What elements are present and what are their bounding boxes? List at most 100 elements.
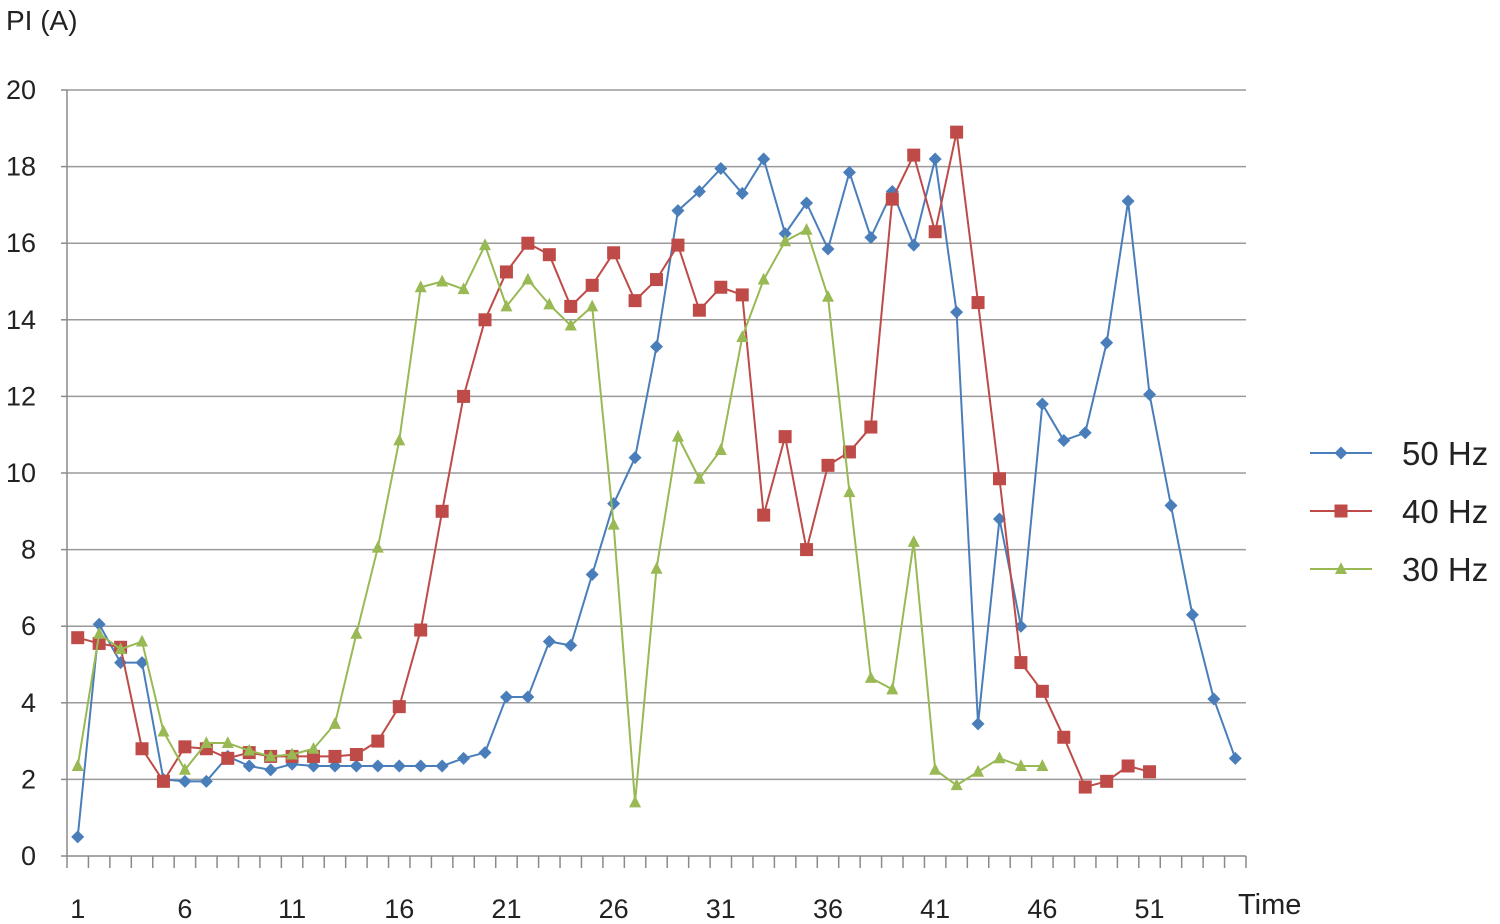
data-point — [693, 471, 706, 484]
x-axis-label: Time — [1238, 889, 1301, 921]
data-point — [629, 795, 642, 808]
data-point — [864, 230, 878, 244]
data-point — [1036, 759, 1049, 771]
data-point — [414, 280, 427, 293]
data-point — [650, 340, 663, 354]
data-point — [521, 272, 534, 285]
data-point — [457, 282, 470, 295]
data-point — [221, 736, 234, 748]
series-30-hz — [71, 222, 1049, 808]
data-point — [585, 567, 599, 581]
data-point — [714, 162, 728, 176]
data-point — [264, 749, 277, 762]
data-point — [821, 242, 835, 256]
data-point — [371, 759, 385, 773]
y-tick-label: 6 — [21, 611, 36, 641]
data-point — [886, 682, 899, 695]
data-point — [714, 443, 727, 455]
y-tick-label: 12 — [6, 381, 36, 411]
data-point — [136, 634, 149, 647]
data-point — [671, 238, 685, 252]
data-point — [800, 543, 814, 557]
data-point — [950, 778, 963, 791]
legend-marker — [1334, 504, 1348, 518]
series-line — [77, 131, 1150, 789]
data-point — [992, 472, 1006, 486]
y-tick-label: 10 — [6, 458, 36, 488]
data-point — [71, 830, 85, 844]
data-point — [92, 636, 106, 650]
data-point — [843, 485, 856, 498]
data-point — [178, 740, 192, 754]
data-point — [457, 751, 471, 765]
axes — [61, 89, 1247, 868]
legend: 50 Hz 40 Hz 30 Hz — [1310, 435, 1488, 588]
data-point — [864, 420, 878, 434]
data-point — [800, 222, 813, 235]
series-group — [71, 125, 1242, 844]
data-point — [478, 746, 492, 760]
x-tick-label: 6 — [177, 894, 192, 924]
data-point — [1100, 774, 1114, 788]
data-point — [735, 186, 749, 200]
data-point — [821, 290, 834, 302]
data-point — [392, 700, 406, 714]
data-point — [1057, 433, 1071, 447]
data-point — [243, 743, 256, 756]
x-tick-labels: 1 6 11 16 21 26 31 36 41 46 51 — [70, 894, 1164, 924]
y-axis-label: PI (A) — [6, 5, 78, 36]
data-point — [1078, 426, 1092, 440]
data-point — [928, 225, 942, 239]
data-point — [735, 288, 749, 302]
legend-item: 50 Hz — [1310, 435, 1488, 472]
series-50-hz — [71, 152, 1242, 844]
data-point — [779, 234, 792, 247]
data-point — [349, 759, 363, 773]
legend-label: 30 Hz — [1402, 551, 1488, 588]
data-point — [1185, 608, 1199, 622]
data-point — [1014, 656, 1028, 670]
data-point — [114, 642, 127, 655]
data-point — [264, 763, 278, 777]
x-tick-label: 41 — [920, 894, 950, 924]
legend-label: 50 Hz — [1402, 435, 1488, 472]
x-tick-label: 16 — [384, 894, 414, 924]
data-point — [1143, 387, 1157, 401]
x-tick-label: 1 — [70, 894, 85, 924]
data-point — [564, 318, 577, 331]
data-point — [950, 305, 964, 319]
data-point — [350, 627, 363, 639]
data-point — [929, 763, 942, 775]
data-point — [414, 623, 428, 637]
data-point — [478, 313, 492, 327]
data-point — [135, 742, 149, 756]
x-tick-label: 11 — [278, 894, 306, 924]
data-point — [93, 627, 106, 639]
gridlines — [67, 89, 1246, 781]
data-point — [907, 238, 921, 252]
data-point — [821, 458, 835, 472]
data-point — [499, 690, 513, 704]
y-tick-label: 2 — [21, 764, 36, 794]
y-tick-label: 18 — [6, 152, 36, 182]
x-tick-label: 51 — [1135, 894, 1165, 924]
data-point — [671, 204, 685, 218]
data-point — [307, 741, 320, 754]
y-tick-label: 8 — [21, 535, 36, 565]
data-point — [328, 749, 342, 763]
data-point — [1121, 759, 1135, 773]
data-point — [457, 389, 471, 403]
series-40-hz — [71, 125, 1157, 794]
y-tick-label: 0 — [21, 841, 36, 871]
data-point — [200, 736, 213, 748]
data-point — [564, 299, 578, 313]
data-point — [1078, 780, 1092, 794]
data-point — [436, 274, 449, 287]
x-tick-label: 26 — [599, 894, 629, 924]
data-point — [628, 451, 642, 465]
data-point — [907, 535, 920, 547]
data-point — [435, 759, 449, 773]
data-point — [521, 236, 535, 250]
data-point — [992, 512, 1006, 526]
data-point — [542, 248, 556, 262]
